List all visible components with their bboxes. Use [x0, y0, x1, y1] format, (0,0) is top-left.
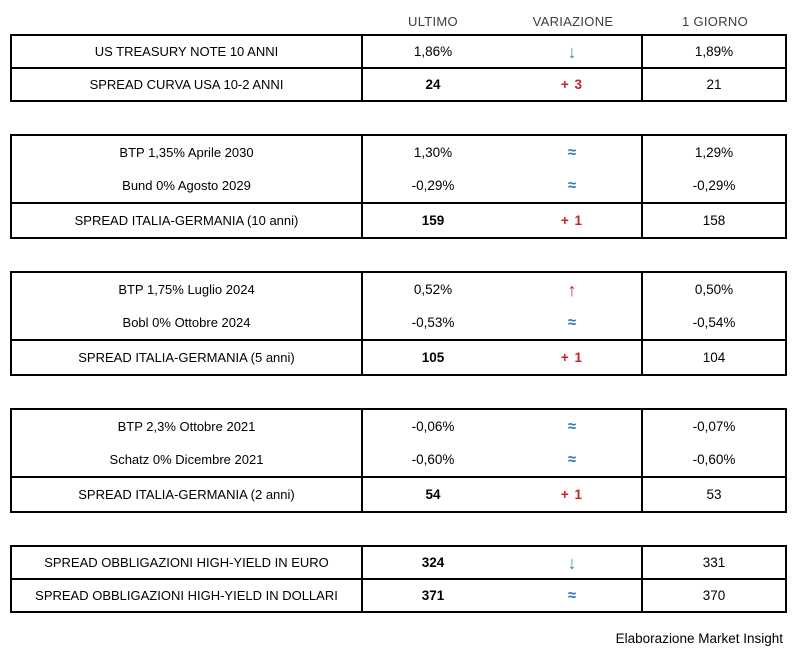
ultimo-value: 54	[425, 487, 441, 502]
table-row: SPREAD OBBLIGAZIONI HIGH-YIELD IN DOLLAR…	[12, 578, 785, 611]
row-label: SPREAD ITALIA-GERMANIA (10 anni)	[12, 204, 363, 237]
ultimo-value: -0,29%	[411, 178, 455, 193]
variazione-cell: + 1	[503, 478, 643, 511]
giorno-value: 0,50%	[694, 282, 734, 297]
change-value: + 1	[560, 349, 584, 365]
ultimo-value: -0,53%	[411, 315, 455, 330]
row-label: SPREAD ITALIA-GERMANIA (5 anni)	[12, 341, 363, 374]
table-row: SPREAD CURVA USA 10-2 ANNI 24 + 3 21	[12, 67, 785, 100]
row-label: US TREASURY NOTE 10 ANNI	[12, 36, 363, 67]
down-arrow-icon: ↓	[567, 552, 577, 573]
variazione-cell: ↓	[503, 547, 643, 578]
approx-icon: ≈	[567, 177, 577, 194]
giorno-value: -0,54%	[692, 315, 736, 330]
row-label: SPREAD CURVA USA 10-2 ANNI	[12, 69, 363, 100]
variazione-cell: + 3	[503, 69, 643, 100]
giorno-value: 158	[702, 213, 726, 228]
approx-icon: ≈	[567, 587, 577, 604]
variazione-cell: ≈	[503, 136, 643, 169]
variazione-cell: ≈	[503, 410, 643, 443]
row-label: SPREAD OBBLIGAZIONI HIGH-YIELD IN EURO	[12, 547, 363, 578]
giorno-value: -0,29%	[692, 178, 736, 193]
ultimo-value: 371	[421, 588, 445, 603]
ultimo-value: 105	[421, 350, 445, 365]
column-header-1-giorno: 1 GIORNO	[682, 13, 748, 29]
data-table: US TREASURY NOTE 10 ANNI 1,86% ↓ 1,89% SPREA…	[10, 34, 787, 102]
table-row: US TREASURY NOTE 10 ANNI 1,86% ↓ 1,89%	[12, 36, 785, 67]
giorno-value: 21	[706, 77, 722, 92]
giorno-value: 1,89%	[694, 44, 734, 59]
variazione-cell: + 1	[503, 204, 643, 237]
ultimo-value: 1,86%	[413, 44, 453, 59]
variazione-cell: ≈	[503, 306, 643, 339]
attribution-text: Elaborazione Market Insight	[615, 631, 783, 646]
variazione-cell: ↑	[503, 273, 643, 306]
column-header-ultimo: ULTIMO	[408, 13, 458, 29]
giorno-value: 370	[702, 588, 726, 603]
table-row: Bund 0% Agosto 2029 -0,29% ≈ -0,29%	[12, 169, 785, 202]
approx-icon: ≈	[567, 144, 577, 161]
variazione-cell: + 1	[503, 341, 643, 374]
ultimo-value: 1,30%	[413, 145, 453, 160]
giorno-value: 331	[702, 555, 726, 570]
ultimo-value: 159	[421, 213, 445, 228]
row-label: SPREAD ITALIA-GERMANIA (2 anni)	[12, 478, 363, 511]
tables-container: US TREASURY NOTE 10 ANNI 1,86% ↓ 1,89% SPREA…	[10, 34, 787, 613]
table-row: BTP 1,75% Luglio 2024 0,52% ↑ 0,50%	[12, 273, 785, 306]
ultimo-value: 0,52%	[413, 282, 453, 297]
change-value: + 1	[560, 212, 584, 228]
giorno-value: -0,60%	[692, 452, 736, 467]
change-value: + 1	[560, 486, 584, 502]
table-row: Schatz 0% Dicembre 2021 -0,60% ≈ -0,60%	[12, 443, 785, 476]
down-arrow-icon: ↓	[567, 41, 577, 62]
giorno-value: -0,07%	[692, 419, 736, 434]
up-arrow-icon: ↑	[567, 279, 577, 300]
approx-icon: ≈	[567, 418, 577, 435]
data-table: BTP 1,75% Luglio 2024 0,52% ↑ 0,50% Bobl 0% …	[10, 271, 787, 376]
giorno-value: 104	[702, 350, 726, 365]
variazione-cell: ↓	[503, 36, 643, 67]
table-row: BTP 1,35% Aprile 2030 1,30% ≈1,29%	[12, 136, 785, 169]
table-row: BTP 2,3% Ottobre 2021 -0,06% ≈ -0,07%	[12, 410, 785, 443]
table-row: SPREAD ITALIA-GERMANIA (2 anni) 54 + 1 53	[12, 476, 785, 511]
table-row: Bobl 0% Ottobre 2024 -0,53% ≈ -0,54%	[12, 306, 785, 339]
row-label: BTP 1,75% Luglio 2024	[12, 273, 363, 306]
ultimo-value: 324	[421, 555, 445, 570]
table-row: SPREAD OBBLIGAZIONI HIGH-YIELD IN EURO 32…	[12, 547, 785, 578]
row-label: Schatz 0% Dicembre 2021	[12, 443, 363, 476]
table-row: SPREAD ITALIA-GERMANIA (10 anni) 159 + 1 15…	[12, 202, 785, 237]
variazione-cell: ≈	[503, 443, 643, 476]
ultimo-value: -0,60%	[411, 452, 455, 467]
table-row: SPREAD ITALIA-GERMANIA (5 anni) 105 + 1 104	[12, 339, 785, 374]
data-table: BTP 1,35% Aprile 2030 1,30% ≈1,29% Bund 0% …	[10, 134, 787, 239]
data-table: SPREAD OBBLIGAZIONI HIGH-YIELD IN EURO 32…	[10, 545, 787, 613]
approx-icon: ≈	[567, 314, 577, 331]
giorno-value: 53	[706, 487, 722, 502]
row-label: Bund 0% Agosto 2029	[12, 169, 363, 202]
giorno-value: 1,29%	[694, 145, 734, 160]
data-table: BTP 2,3% Ottobre 2021 -0,06% ≈ -0,07% Schatz…	[10, 408, 787, 513]
row-label: Bobl 0% Ottobre 2024	[12, 306, 363, 339]
change-value: + 3	[560, 76, 584, 92]
variazione-cell: ≈	[503, 580, 643, 611]
column-header-variazione: VARIAZIONE	[532, 13, 614, 29]
ultimo-value: 24	[425, 77, 441, 92]
ultimo-value: -0,06%	[411, 419, 455, 434]
row-label: BTP 2,3% Ottobre 2021	[12, 410, 363, 443]
row-label: BTP 1,35% Aprile 2030	[12, 136, 363, 169]
column-headers: ULTIMO VARIAZIONE 1 GIORNO	[10, 8, 787, 34]
variazione-cell: ≈	[503, 169, 643, 202]
row-label: SPREAD OBBLIGAZIONI HIGH-YIELD IN DOLLAR…	[12, 580, 363, 611]
approx-icon: ≈	[567, 451, 577, 468]
